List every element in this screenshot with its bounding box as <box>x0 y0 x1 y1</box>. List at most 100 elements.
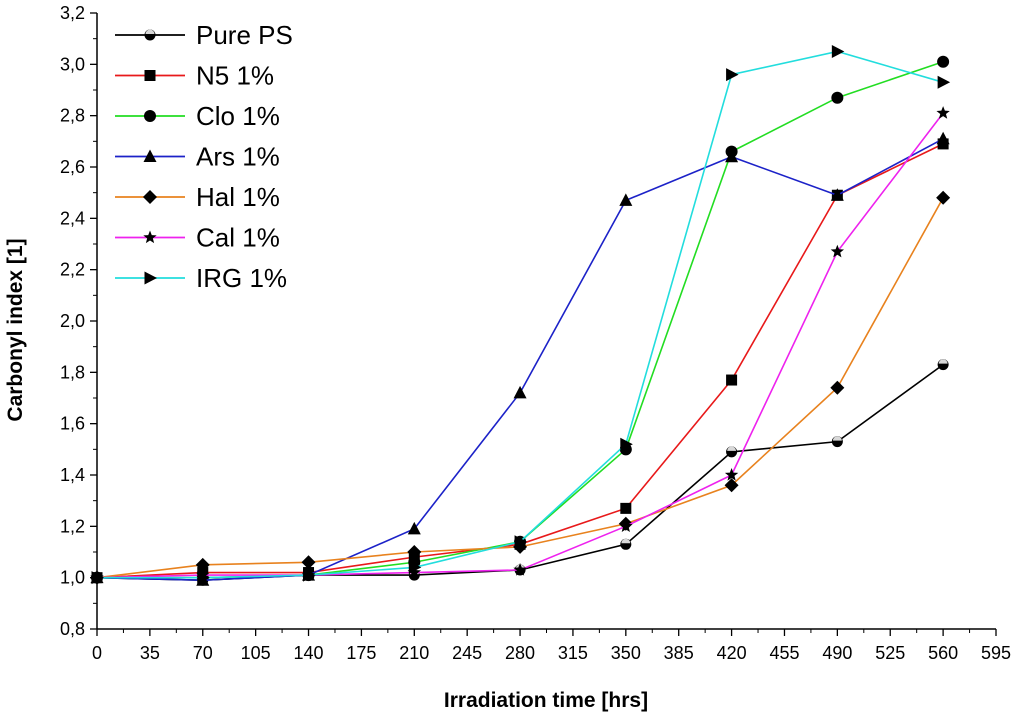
x-tick-label-3: 105 <box>241 643 271 663</box>
x-tick-label-16: 560 <box>928 643 958 663</box>
series-2 <box>91 55 950 584</box>
series-4-point-6-shape <box>724 478 739 493</box>
series-1-point-6-shape <box>726 374 738 386</box>
legend-entry-6: IRG 1% <box>115 263 287 293</box>
legend-entry-5: Cal 1% <box>115 223 280 253</box>
series-4-point-8-shape <box>936 190 951 205</box>
series-3-point-5-shape <box>619 193 633 206</box>
legend-marker-3 <box>143 149 157 162</box>
legend-marker-2 <box>144 110 156 122</box>
series-6-point-7 <box>831 45 845 58</box>
x-tick-label-4: 140 <box>294 643 324 663</box>
legend-entry-0: Pure PS <box>115 20 293 50</box>
y-tick-label-4: 1,6 <box>60 414 85 434</box>
legend-entry-2: Clo 1% <box>115 101 280 131</box>
series-0-point-7 <box>831 436 843 448</box>
series-5-point-3-shape <box>407 565 421 579</box>
x-tick-label-15: 525 <box>875 643 905 663</box>
series-6-point-5 <box>620 437 633 451</box>
y-tick-label-10: 2,8 <box>60 106 85 126</box>
series-5-point-5-shape <box>619 519 633 532</box>
legend-marker-2-shape <box>144 110 156 122</box>
legend-entry-3: Ars 1% <box>115 142 280 172</box>
x-tick-label-13: 455 <box>769 643 799 663</box>
series-4-point-7-shape <box>830 380 845 395</box>
y-tick-label-2: 1,2 <box>60 516 85 536</box>
series-5-point-8-shape <box>936 106 950 119</box>
legend-marker-5-shape <box>143 230 157 244</box>
series-6-point-7-shape <box>831 45 845 58</box>
legend-label-5: Cal 1% <box>196 223 280 253</box>
series-3-point-7-shape <box>830 188 844 201</box>
legend-entry-4: Hal 1% <box>115 182 280 212</box>
legend-label-0: Pure PS <box>196 20 293 50</box>
series-3-point-3 <box>407 521 421 535</box>
x-tick-label-17: 595 <box>981 643 1011 663</box>
series-3-point-4-shape <box>513 385 527 399</box>
series-6-point-2 <box>303 568 316 582</box>
series-4-point-3-shape <box>407 545 422 559</box>
series-5-point-4-shape <box>513 562 527 576</box>
series-0-point-5-highlight <box>621 538 631 544</box>
series-5-point-6-shape <box>724 468 739 481</box>
series-4-point-6 <box>724 478 739 493</box>
series-4 <box>90 190 951 585</box>
legend-label-6: IRG 1% <box>196 263 287 293</box>
legend-marker-0-highlight <box>145 29 155 34</box>
series-6-point-8 <box>937 75 951 89</box>
series-2-point-8 <box>937 55 950 68</box>
series-layer <box>90 45 951 586</box>
series-0-point-8-highlight <box>938 359 948 364</box>
series-4-point-8 <box>936 190 951 205</box>
series-3-point-5 <box>619 193 633 206</box>
series-4-point-2-shape <box>301 555 316 570</box>
series-3-point-6-shape <box>725 149 739 163</box>
series-3-point-7 <box>830 188 844 201</box>
legend-marker-6 <box>144 271 157 285</box>
series-5-point-8 <box>936 106 950 119</box>
series-2-point-8-shape <box>937 55 950 68</box>
y-tick-label-11: 3,0 <box>60 54 85 74</box>
series-1-point-5-shape <box>620 502 632 514</box>
series-3-point-8-shape <box>936 131 950 145</box>
series-5 <box>90 106 950 584</box>
series-6-point-1 <box>197 571 210 585</box>
legend-marker-1 <box>144 70 156 81</box>
legend-marker-5 <box>143 230 157 244</box>
x-tick-label-1: 35 <box>140 643 160 663</box>
series-3-point-6 <box>725 149 739 163</box>
series-0-point-8 <box>937 359 949 371</box>
legend-label-4: Hal 1% <box>196 182 280 212</box>
series-6-point-3-shape <box>408 560 422 574</box>
x-tick-label-7: 245 <box>452 643 482 663</box>
series-5-point-6 <box>724 468 739 481</box>
series-4-point-7 <box>830 380 845 395</box>
x-tick-label-6: 210 <box>399 643 429 663</box>
y-tick-label-8: 2,4 <box>60 208 85 228</box>
series-6-point-4-shape <box>514 535 528 549</box>
series-6 <box>91 45 951 585</box>
series-2-line <box>97 61 944 579</box>
series-5-point-7 <box>830 244 845 258</box>
legend-marker-3-shape <box>143 149 157 162</box>
series-4-point-2 <box>301 555 316 570</box>
axes-layer: 0 35 70 105 140 175 210 245 280 315 350 385 420 455 49… <box>60 3 1011 663</box>
x-axis-title: Irradiation time [hrs] <box>444 689 648 712</box>
series-0-point-5 <box>620 538 632 550</box>
y-tick-label-3: 1,4 <box>60 465 85 485</box>
x-tick-label-10: 350 <box>611 643 641 663</box>
series-5-point-5 <box>619 519 633 532</box>
series-4-point-1-shape <box>195 557 210 572</box>
series-4-point-3 <box>407 545 422 559</box>
series-1-point-6 <box>726 374 738 386</box>
series-1-point-5 <box>620 502 632 514</box>
y-axis-title: Carbonyl index [1] <box>4 238 27 421</box>
x-tick-label-12: 420 <box>717 643 747 663</box>
series-5-point-7-shape <box>830 244 845 258</box>
legend-entry-1: N5 1% <box>115 61 274 91</box>
series-6-point-2-shape <box>303 568 316 582</box>
series-0-point-6-highlight <box>727 446 737 451</box>
legend-marker-6-shape <box>144 271 157 285</box>
series-2-point-7-shape <box>831 91 844 104</box>
series-3-point-4 <box>513 385 527 399</box>
